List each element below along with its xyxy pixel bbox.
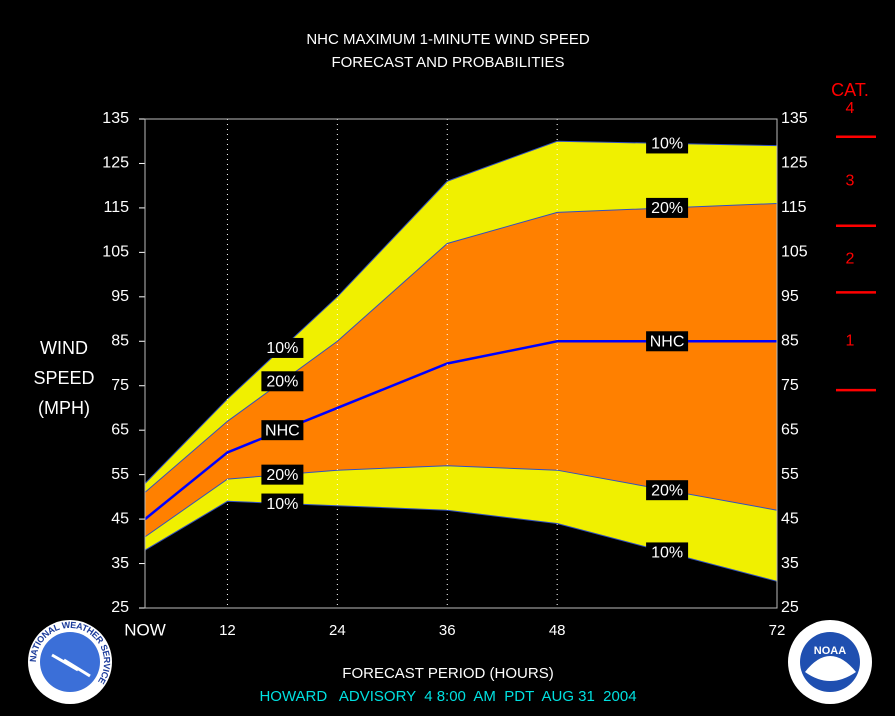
series-label: NHC [261, 420, 304, 441]
y-tick-label: 25 [111, 599, 129, 616]
series-label-text: NHC [650, 333, 685, 350]
y-tick-label: 105 [102, 244, 129, 261]
logo-text: NOAA [814, 645, 846, 657]
y2-tick-label: 95 [781, 288, 799, 305]
y-tick-label: 135 [102, 110, 129, 127]
nws-logo: NATIONAL WEATHER SERVICE [28, 620, 112, 704]
x-tick-label: 24 [329, 622, 346, 639]
series-label: 20% [261, 371, 304, 392]
y2-tick-label: 35 [781, 555, 799, 572]
label-box [646, 331, 689, 352]
x-tick-label: NOW [124, 620, 166, 639]
series-label: 10% [261, 493, 304, 514]
series-label: 10% [646, 133, 689, 154]
y-tick-label: 45 [111, 510, 129, 527]
category-label: 1 [846, 332, 855, 349]
chart-subtitle: FORECAST AND PROBABILITIES [331, 54, 564, 71]
series-label: 20% [646, 480, 689, 501]
series-label-text: 20% [266, 374, 298, 391]
series-label: 20% [646, 197, 689, 218]
y2-tick-label: 45 [781, 510, 799, 527]
category-label: 4 [846, 100, 855, 117]
x-tick-label: 36 [439, 622, 456, 639]
band-edge [144, 140, 778, 484]
band-edge [144, 500, 778, 582]
label-box [646, 133, 689, 154]
label-box [261, 493, 304, 514]
y-tick-label: 75 [111, 377, 129, 394]
probability-band [145, 203, 777, 537]
series-label: 20% [261, 464, 304, 485]
y2-tick-label: 75 [781, 377, 799, 394]
y2-tick-label: 125 [781, 155, 808, 172]
category-label: 2 [846, 250, 855, 267]
forecast-line [144, 340, 777, 521]
label-box [261, 371, 304, 392]
y2-tick-label: 115 [781, 199, 807, 216]
series-label: NHC [646, 331, 689, 352]
y-tick-label: 55 [111, 466, 129, 483]
category-label: 3 [846, 172, 855, 189]
chart-title: NHC MAXIMUM 1-MINUTE WIND SPEED [306, 31, 590, 48]
label-box [261, 464, 304, 485]
series-label-text: NHC [265, 422, 300, 439]
x-tick-label: 72 [769, 622, 786, 639]
series-label-text: 20% [651, 200, 683, 217]
label-box [646, 542, 689, 563]
band-edge [144, 202, 778, 493]
y2-tick-label: 85 [781, 332, 799, 349]
plot-frame [144, 118, 778, 609]
series-label-text: 20% [266, 467, 298, 484]
label-box [646, 197, 689, 218]
series-label-text: 10% [651, 545, 683, 562]
y-tick-label: 95 [111, 288, 129, 305]
band-edge [144, 465, 778, 538]
logo-bird [805, 656, 856, 681]
y-tick-label: 115 [103, 199, 129, 216]
series-label-text: 10% [266, 496, 298, 513]
footer: HOWARD ADVISORY 4 8:00 AM PDT AUG 31 200… [259, 688, 636, 705]
y-tick-label: 65 [111, 421, 129, 438]
y-tick-label: 35 [111, 555, 129, 572]
series-label-text: 20% [651, 482, 683, 499]
label-box [261, 337, 304, 358]
category-title: CAT. [831, 80, 869, 100]
series-label-text: 10% [266, 340, 298, 357]
y2-tick-label: 65 [781, 421, 799, 438]
y2-tick-label: 135 [781, 110, 808, 127]
x-axis-label: FORECAST PERIOD (HOURS) [342, 665, 553, 682]
y-tick-label: 125 [102, 155, 129, 172]
y2-tick-label: 25 [781, 599, 799, 616]
series-label-text: 10% [651, 136, 683, 153]
noaa-logo: NOAA [788, 620, 872, 704]
y2-tick-label: 105 [781, 244, 808, 261]
series-label: 10% [261, 337, 304, 358]
x-tick-label: 12 [219, 622, 236, 639]
y-axis-label: WIND [40, 338, 88, 358]
logo-bolt [51, 653, 91, 678]
y-axis-label: SPEED [33, 368, 94, 388]
label-box [646, 480, 689, 501]
x-tick-label: 48 [549, 622, 566, 639]
label-box [261, 420, 304, 441]
y-axis-label: (MPH) [38, 398, 90, 418]
y2-tick-label: 55 [781, 466, 799, 483]
series-label: 10% [646, 542, 689, 563]
y-tick-label: 85 [111, 332, 129, 349]
